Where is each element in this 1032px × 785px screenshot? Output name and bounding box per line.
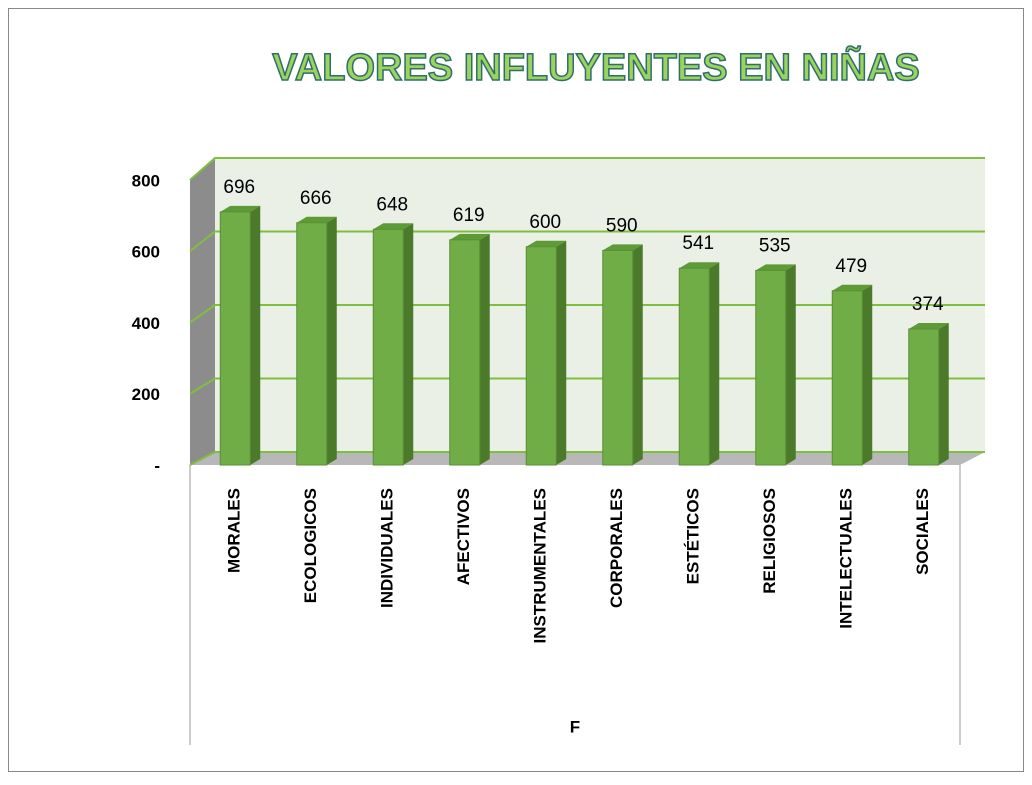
grid-line [189,230,985,253]
bar-top [602,244,643,251]
bar-front [219,211,251,466]
grid-line [189,157,985,181]
chart-title: VALORES INFLUYENTES EN NIÑAS [272,45,919,89]
x-axis-label: F [570,717,580,736]
bar-front [449,239,481,466]
data-label: 666 [300,188,332,209]
bar-front [678,267,710,466]
x-tick-label: ECOLOGICOS [301,488,320,603]
data-label: 648 [376,194,408,215]
grid-line [189,304,985,324]
grid-line [189,451,985,466]
x-tick-label: INTELECTUALES [837,488,856,629]
x-tick-label: CORPORALES [607,488,626,608]
y-tick-label: 200 [132,385,160,404]
data-label: 535 [759,235,791,256]
x-tick-label: AFECTIVOS [454,488,473,585]
bar-top [526,240,567,247]
side-wall [190,158,215,465]
x-tick-label: MORALES [225,488,244,573]
data-label: 590 [606,215,638,236]
bar-side [862,284,873,465]
bar-side [632,244,643,465]
bar [908,322,949,466]
bar-side [709,262,720,465]
y-tick-label: 800 [132,171,160,190]
grid-line [189,377,985,395]
x-tick-label: INDIVIDUALES [378,488,397,608]
bar-side [479,233,490,465]
bar-side [785,264,796,465]
bar-front [372,228,404,466]
bar-side [403,223,414,465]
data-label: 541 [682,233,714,254]
bar-front [831,290,863,466]
data-label: 696 [223,177,255,198]
bar-top [832,284,873,291]
bar-top [296,216,337,223]
bar [602,244,643,466]
y-tick-label: 400 [132,314,160,333]
data-label: 479 [835,256,867,277]
bar-side [326,216,337,465]
bar [525,240,567,466]
x-tick-label: RELIGIOSOS [760,488,779,594]
bar [755,264,796,466]
bar-front [296,222,328,466]
bar-side [556,240,567,465]
y-tick-label: 600 [132,243,160,262]
bar-top [908,322,949,329]
x-tick-label: ESTÉTICOS [684,488,703,584]
bar [372,223,414,466]
bar-front [602,249,634,466]
bar-top [679,262,720,269]
x-tick-label: SOCIALES [913,488,932,575]
bar [678,262,720,466]
bar-top [220,205,261,212]
data-label: 374 [912,294,944,315]
bar [296,216,337,466]
bar [219,205,261,466]
bar [449,233,490,466]
data-label: 619 [453,205,485,226]
bar-top [755,264,796,271]
bar-top [449,233,490,240]
bar-side [938,322,949,465]
bar-front [755,269,787,466]
bar-front [908,328,940,466]
bar [831,284,873,466]
bar-front [525,246,557,466]
bar-side [250,205,261,465]
x-tick-label: INSTRUMENTALES [531,488,550,644]
y-tick-label: - [154,456,160,475]
bar-top [373,223,414,230]
data-label: 600 [529,212,561,233]
